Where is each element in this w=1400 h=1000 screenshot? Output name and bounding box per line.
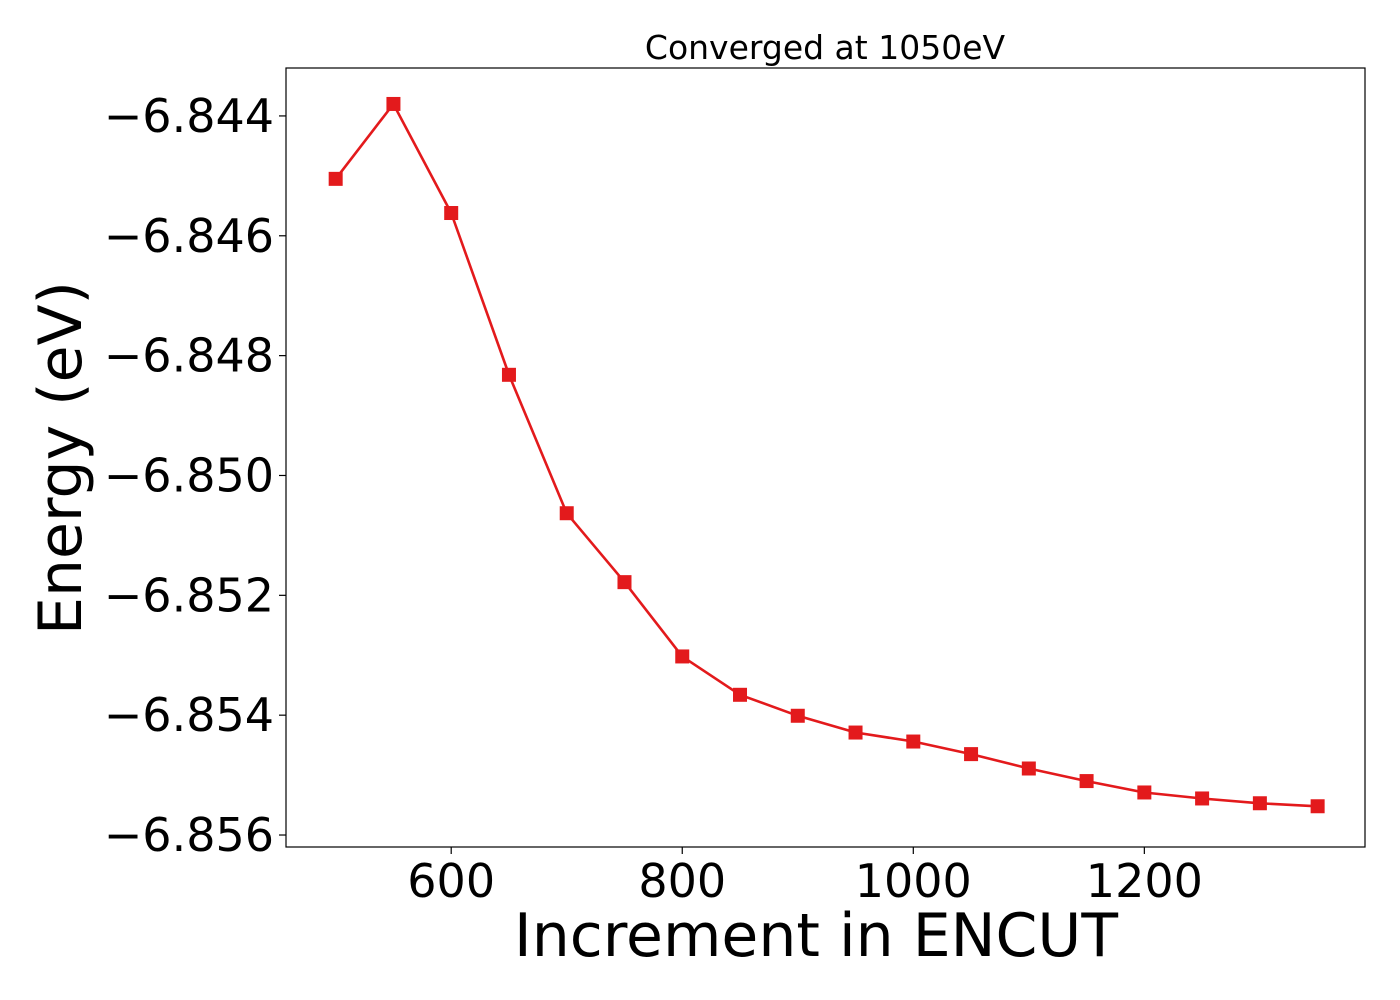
y-axis-label: Energy (eV): [26, 281, 96, 635]
data-point-marker: [1310, 799, 1325, 814]
x-tick-label: 1200: [1086, 854, 1203, 908]
data-point-marker: [906, 734, 921, 749]
x-axis-label: Increment in ENCUT: [514, 901, 1118, 971]
y-axis-ticks: −6.844 −6.846 −6.848 −6.850 −6.852 −6.854 −6.8…: [104, 89, 286, 862]
y-tick-label: −6.846: [104, 209, 274, 263]
series-line: [334, 102, 1318, 808]
y-tick-label: −6.848: [104, 329, 274, 383]
y-tick-label: −6.856: [104, 808, 274, 862]
data-point-marker: [1021, 761, 1036, 776]
data-point-marker: [328, 171, 343, 186]
chart-title: Converged at 1050eV: [645, 28, 1006, 67]
data-point-marker: [790, 708, 805, 723]
data-point-marker: [501, 367, 516, 382]
data-point-marker: [848, 725, 863, 740]
data-point-marker: [964, 747, 979, 762]
data-point-marker: [1079, 774, 1094, 789]
data-point-marker: [675, 649, 690, 664]
data-point-marker: [733, 687, 748, 702]
y-tick-label: −6.850: [104, 448, 274, 502]
plot-area-frame: [285, 67, 1366, 848]
y-tick-label: −6.854: [104, 688, 274, 742]
y-tick-label: −6.852: [104, 568, 274, 622]
data-point-marker: [386, 96, 401, 111]
series-layer: [328, 96, 1325, 814]
x-tick-label: 800: [638, 854, 726, 908]
data-point-marker: [559, 506, 574, 521]
x-tick-label: 600: [407, 854, 495, 908]
y-tick-label: −6.844: [104, 89, 274, 143]
data-point-marker: [1195, 791, 1210, 806]
x-tick-label: 1000: [855, 854, 972, 908]
data-point-marker: [617, 575, 632, 590]
data-point-marker: [1252, 796, 1267, 811]
data-point-marker: [444, 206, 459, 221]
x-axis-ticks: 600 800 1000 1200: [407, 847, 1203, 908]
data-point-marker: [1137, 785, 1152, 800]
